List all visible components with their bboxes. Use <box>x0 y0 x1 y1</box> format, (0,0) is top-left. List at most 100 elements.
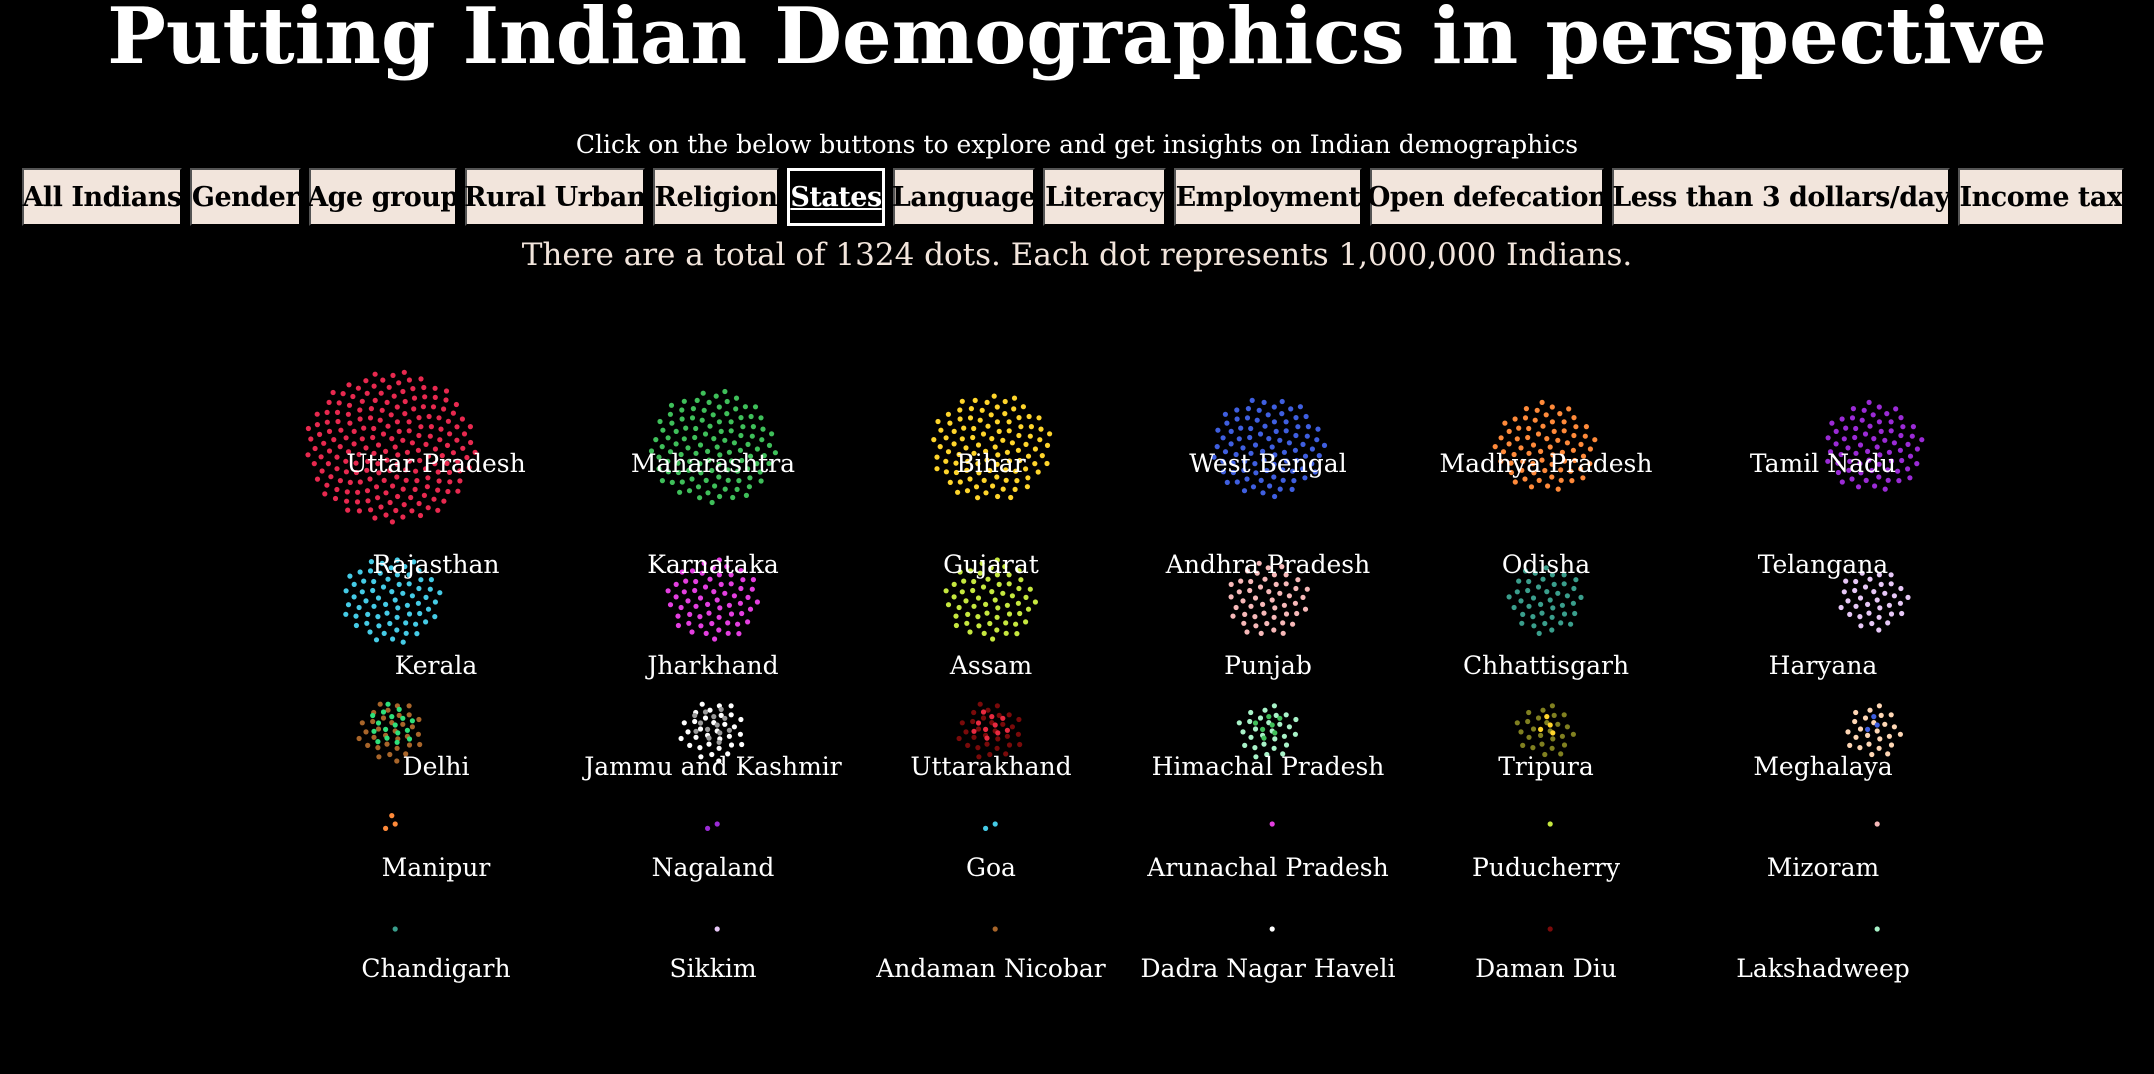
state-label-andaman-nicobar: Andaman Nicobar <box>875 954 1106 983</box>
dot <box>326 428 333 434</box>
dot <box>1269 444 1275 450</box>
dot <box>425 475 431 481</box>
dot <box>1843 578 1849 584</box>
tab-gender[interactable]: Gender <box>190 168 301 226</box>
dot <box>345 507 351 513</box>
dot <box>963 598 969 604</box>
dot <box>692 434 698 441</box>
dot <box>401 502 407 508</box>
dot <box>1587 446 1593 452</box>
dot <box>1294 457 1300 464</box>
dot <box>689 415 696 421</box>
dot <box>343 435 349 441</box>
dot <box>1228 594 1234 600</box>
dot <box>1294 610 1300 617</box>
dot <box>1561 742 1568 748</box>
dot <box>355 385 361 391</box>
tab-religion[interactable]: Religion <box>653 168 779 226</box>
dot <box>1249 397 1255 403</box>
dot <box>364 488 371 494</box>
dot <box>973 484 980 490</box>
dot <box>345 411 351 417</box>
dot <box>1247 587 1253 594</box>
dot <box>1265 565 1271 571</box>
dot <box>1876 627 1882 633</box>
dot <box>384 741 390 747</box>
dot <box>1573 424 1579 430</box>
dot <box>1228 441 1234 447</box>
dot <box>665 469 672 475</box>
cluster-puducherry <box>1547 821 1553 827</box>
dot <box>669 479 675 485</box>
dot <box>1017 610 1023 617</box>
dot <box>987 620 993 627</box>
dot <box>731 440 738 446</box>
tab-employment[interactable]: Employment <box>1174 168 1362 226</box>
tab-less-than-3-dollars[interactable]: Less than 3 dollars/day <box>1612 168 1950 226</box>
dot <box>472 449 478 455</box>
cluster-tripura <box>1538 714 1556 736</box>
dot <box>368 559 374 565</box>
dot <box>385 423 391 429</box>
cluster-mizoram <box>1874 821 1880 827</box>
tab-literacy[interactable]: Literacy <box>1043 168 1166 226</box>
dot <box>976 623 982 629</box>
dot <box>1884 411 1890 417</box>
dot <box>325 461 331 467</box>
dot <box>1852 434 1858 441</box>
dot <box>675 460 681 466</box>
dot <box>1532 570 1538 576</box>
dot <box>1539 741 1545 747</box>
dot <box>1015 731 1022 737</box>
dot <box>1847 611 1853 618</box>
tab-all-indians[interactable]: All Indians <box>22 168 182 226</box>
dot <box>1289 486 1295 492</box>
dot <box>699 701 705 707</box>
dot <box>714 926 720 932</box>
dot <box>1004 449 1011 455</box>
dot <box>1283 428 1289 434</box>
dot <box>389 589 395 595</box>
dot <box>1280 620 1286 626</box>
dot <box>1277 486 1283 492</box>
dot <box>1253 623 1259 629</box>
dot <box>1290 621 1296 627</box>
dot <box>461 431 468 437</box>
dot <box>1261 399 1267 405</box>
dot <box>697 495 703 501</box>
dot <box>1228 428 1234 434</box>
dot <box>1835 469 1841 476</box>
dot <box>739 457 745 464</box>
tab-open-defecation[interactable]: Open defecation <box>1367 168 1608 226</box>
tab-rural-urban[interactable]: Rural Urban <box>464 168 646 226</box>
dot <box>1273 428 1279 434</box>
dot <box>1286 724 1292 730</box>
dot <box>683 425 689 431</box>
dot <box>1000 590 1006 596</box>
dot <box>1888 428 1894 434</box>
dot <box>356 735 362 742</box>
dot <box>1571 585 1577 592</box>
tab-age-group[interactable]: Age group <box>307 168 459 226</box>
dot <box>738 568 744 574</box>
dot <box>414 631 420 637</box>
dot <box>406 703 412 709</box>
dot <box>1253 754 1259 760</box>
dot <box>1222 449 1229 455</box>
dot <box>336 400 342 406</box>
dot <box>1266 714 1272 720</box>
dot <box>384 399 390 405</box>
dot <box>441 406 447 412</box>
tab-language[interactable]: Language <box>892 168 1037 226</box>
dot <box>1262 707 1268 713</box>
tab-states[interactable]: States <box>787 168 885 226</box>
dot <box>321 440 327 446</box>
dot <box>995 730 1001 736</box>
dot <box>359 720 365 726</box>
dot <box>1853 709 1859 716</box>
tab-income-tax[interactable]: Income tax <box>1958 168 2124 226</box>
dot <box>1512 479 1518 485</box>
dot <box>726 733 733 739</box>
dot <box>347 573 353 579</box>
dot <box>1866 610 1872 616</box>
